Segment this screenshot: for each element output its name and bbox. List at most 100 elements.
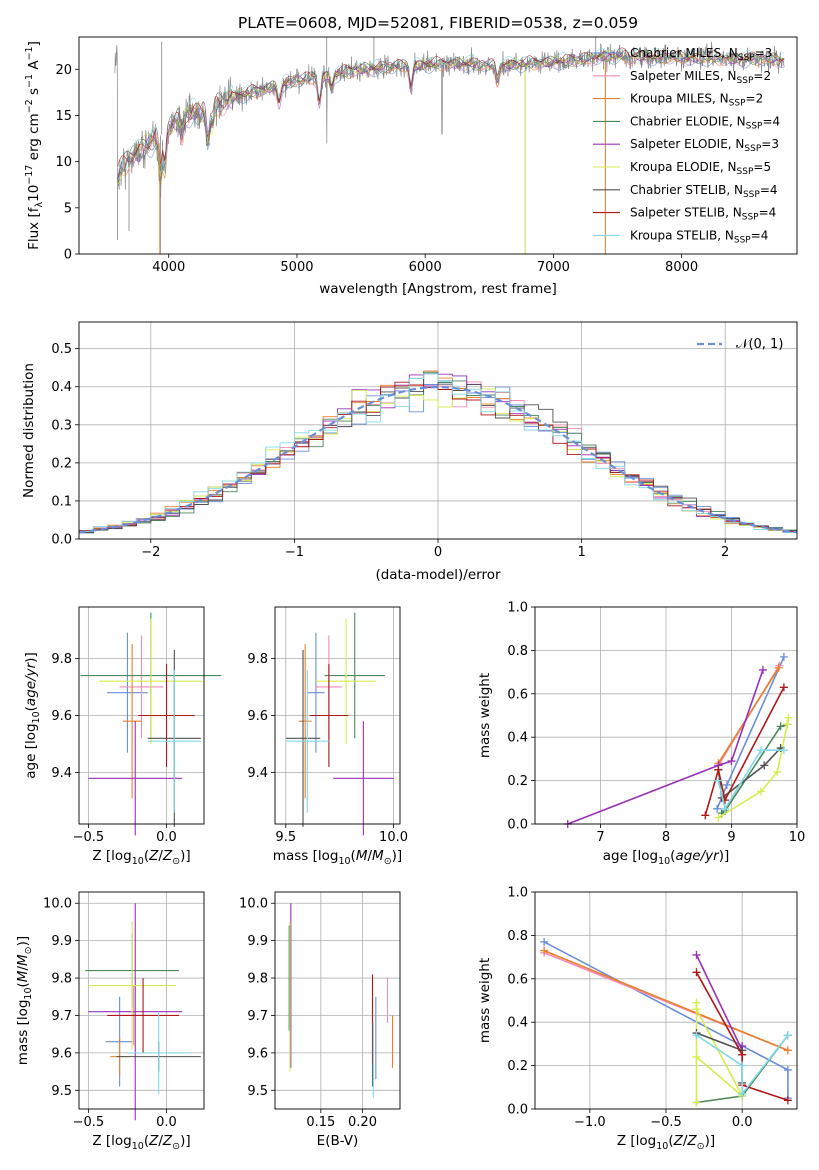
x-tick-label: −2 xyxy=(141,545,160,560)
x-tick-label: 8000 xyxy=(665,260,698,275)
weight-marker xyxy=(692,1031,701,1040)
label-part: M xyxy=(356,848,368,864)
legend-text: Salpeter MILES, N xyxy=(630,69,737,83)
legend-label: Chabrier MILES, NSSP=3 xyxy=(630,46,772,63)
legend-text: Chabrier STELIB, N xyxy=(630,183,743,197)
label-part: ] xyxy=(26,41,42,46)
y-tick-label: 9.5 xyxy=(247,1084,268,1099)
y-tick-label: 9.8 xyxy=(247,972,268,987)
y-axis-label: Normed distribution xyxy=(21,363,37,498)
axes-frame xyxy=(274,891,401,1110)
y-tick-label: 9.6 xyxy=(51,709,72,724)
label-part: )] xyxy=(15,936,31,947)
x-tick-label: −0.5 xyxy=(73,1115,105,1130)
x-tick-label: 7 xyxy=(596,830,604,845)
weight-marker xyxy=(783,1031,792,1040)
y-tick-label: 9.6 xyxy=(51,1046,72,1061)
y-tick-label: 0.4 xyxy=(507,1016,528,1031)
x-axis-label: wavelength [Angstrom, rest frame] xyxy=(319,281,557,297)
model-spectrum-chabrier-elodie xyxy=(117,52,785,187)
x-tick-label: 8 xyxy=(662,830,670,845)
axes-frame xyxy=(78,321,798,540)
weight-marker xyxy=(692,968,701,977)
label-part: ( xyxy=(351,848,356,864)
legend-label: Salpeter STELIB, NSSP=4 xyxy=(630,206,776,223)
weight-line-chabrier-elodie xyxy=(721,723,788,814)
x-tick-label: 0.0 xyxy=(156,830,177,845)
weight-marker xyxy=(692,1005,701,1014)
y-tick-label: 0.2 xyxy=(51,456,72,471)
weight-line-kroupa-miles xyxy=(543,949,789,1052)
mass-vs-z-axes: −0.5 0.09.59.69.79.89.910.0Z [log10(Z/Z⊙)… xyxy=(15,891,205,1152)
label-part: ⊙ xyxy=(172,1141,180,1152)
model-spectrum-kroupa-stelib xyxy=(117,48,785,175)
weight-marker xyxy=(776,722,785,731)
weight-line-salpeter-elodie xyxy=(567,669,764,825)
x-tick-label: 9 xyxy=(727,830,735,845)
legend-sub: SSP xyxy=(737,76,754,86)
legend-suffix: =3 xyxy=(761,137,779,151)
weight-marker xyxy=(714,776,723,785)
label-part: ⊙ xyxy=(23,946,34,954)
label-part: / xyxy=(158,848,163,864)
residuals-axes: −2 −1 0 1 2 0.0 0.1 0.2 0.3 0.4 0.5 (data-model)/er… xyxy=(21,321,798,583)
weight-marker xyxy=(779,652,788,661)
weight-marker xyxy=(722,780,731,789)
y-tick-label: 1.0 xyxy=(507,886,528,901)
model-spectrum-chabrier-miles xyxy=(117,56,785,183)
weight-marker xyxy=(756,746,765,755)
legend-sub: SSP xyxy=(746,121,763,131)
x-tick-label: 1 xyxy=(577,545,585,560)
model-spectrum-kroupa-elodie xyxy=(117,50,785,185)
x-tick-label: 5000 xyxy=(280,260,313,275)
weight-line-kroupa-stelib xyxy=(696,1034,789,1097)
y-tick-label: 9.7 xyxy=(51,1009,72,1024)
label-part: 10 xyxy=(338,856,350,867)
legend-suffix: =5 xyxy=(753,160,771,174)
legend-label: Kroupa MILES, NSSP=2 xyxy=(630,92,763,109)
y-tick-label: 0.0 xyxy=(51,533,72,548)
label-part: ( xyxy=(144,848,149,864)
y-tick-label: 15 xyxy=(55,109,72,124)
y-tick-label: 10.0 xyxy=(43,897,72,912)
x-tick-label: −0.5 xyxy=(73,830,105,845)
legend-label: Salpeter MILES, NSSP=2 xyxy=(630,69,771,86)
weight-marker xyxy=(714,765,723,774)
legend-text: Kroupa STELIB, N xyxy=(630,228,734,242)
y-tick-label: 9.4 xyxy=(51,766,72,781)
axes-frame xyxy=(78,891,205,1110)
label-part: Z [log xyxy=(617,1133,656,1149)
label-part: / xyxy=(367,848,372,864)
label-part: )] xyxy=(180,1133,191,1149)
legend-sub: SSP xyxy=(738,53,755,63)
x-tick-label: 0.0 xyxy=(732,1115,753,1130)
label-part: −1 xyxy=(24,46,35,60)
label-part: / xyxy=(15,966,31,971)
y-axis-label: mass weight xyxy=(477,958,493,1043)
x-axis-label: age [log10(age/yr)] xyxy=(603,848,729,867)
y-tick-label: 9.4 xyxy=(247,766,268,781)
label-part: s xyxy=(26,88,42,99)
weight-marker xyxy=(540,946,549,955)
weight-marker xyxy=(783,1065,792,1074)
y-tick-label: 0.4 xyxy=(507,731,528,746)
label-part: Z xyxy=(148,1133,159,1149)
x-tick-label: 0.15 xyxy=(306,1115,335,1130)
age-vs-z-axes: −0.5 0.09.49.69.8Z [log10(Z/Z⊙)]age [log1… xyxy=(23,606,222,867)
legend-label: 𝒩(0, 1) xyxy=(736,337,783,352)
label-part: Z xyxy=(673,1133,684,1149)
legend-suffix: =3 xyxy=(755,46,773,60)
label-part: ⊙ xyxy=(172,856,180,867)
legend-suffix: =2 xyxy=(753,69,771,83)
label-part: M xyxy=(15,970,31,982)
x-axis-label: (data-model)/error xyxy=(375,567,501,583)
weight-marker xyxy=(783,1096,792,1105)
weight-marker xyxy=(738,1089,747,1098)
weight-marker xyxy=(701,811,710,820)
weight-marker xyxy=(773,767,782,776)
x-axis-label: mass [log10(M/M⊙)] xyxy=(273,848,402,867)
y-tick-label: 0.2 xyxy=(507,774,528,789)
legend-label: Kroupa ELODIE, NSSP=5 xyxy=(630,160,771,177)
y-tick-label: 0.1 xyxy=(51,494,72,509)
